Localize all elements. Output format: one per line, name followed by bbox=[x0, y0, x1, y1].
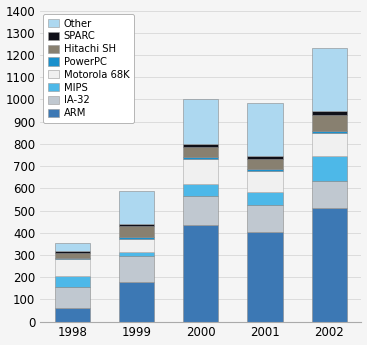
Bar bbox=[183, 147, 218, 157]
Bar bbox=[183, 184, 218, 196]
Bar bbox=[247, 103, 283, 156]
Bar bbox=[312, 116, 347, 131]
Bar bbox=[247, 169, 283, 170]
Bar bbox=[119, 282, 154, 322]
Bar bbox=[247, 170, 283, 191]
Bar bbox=[55, 243, 90, 251]
Bar bbox=[312, 111, 347, 116]
Legend: Other, SPARC, Hitachi SH, PowerPC, Motorola 68K, MIPS, IA-32, ARM: Other, SPARC, Hitachi SH, PowerPC, Motor… bbox=[43, 13, 134, 123]
Bar bbox=[183, 157, 218, 159]
Bar bbox=[55, 259, 90, 276]
Bar bbox=[183, 225, 218, 322]
Bar bbox=[55, 258, 90, 259]
Bar bbox=[312, 131, 347, 133]
Bar bbox=[119, 226, 154, 237]
Bar bbox=[119, 237, 154, 239]
Bar bbox=[247, 159, 283, 169]
Bar bbox=[247, 156, 283, 159]
Bar bbox=[312, 156, 347, 180]
Bar bbox=[119, 190, 154, 224]
Bar bbox=[183, 99, 218, 144]
Bar bbox=[183, 159, 218, 184]
Bar bbox=[247, 205, 283, 231]
Bar bbox=[183, 144, 218, 147]
Bar bbox=[119, 256, 154, 282]
Bar bbox=[119, 252, 154, 256]
Bar bbox=[55, 308, 90, 322]
Bar bbox=[247, 191, 283, 205]
Bar bbox=[55, 287, 90, 308]
Bar bbox=[247, 231, 283, 322]
Bar bbox=[55, 253, 90, 258]
Bar bbox=[312, 208, 347, 322]
Bar bbox=[55, 276, 90, 287]
Bar bbox=[119, 239, 154, 252]
Bar bbox=[119, 224, 154, 226]
Bar bbox=[312, 133, 347, 156]
Bar bbox=[312, 48, 347, 111]
Bar bbox=[183, 196, 218, 225]
Bar bbox=[312, 180, 347, 208]
Bar bbox=[55, 251, 90, 253]
